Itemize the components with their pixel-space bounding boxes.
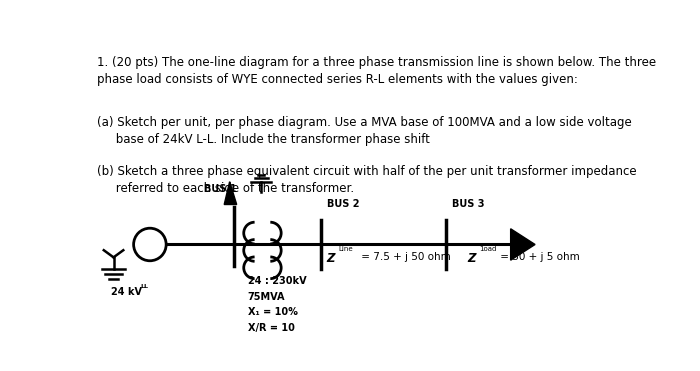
Text: LL: LL bbox=[141, 285, 148, 289]
Text: 1. (20 pts) The one-line diagram for a three phase transmission line is shown be: 1. (20 pts) The one-line diagram for a t… bbox=[97, 56, 657, 86]
Text: (a) Sketch per unit, per phase diagram. Use a MVA base of 100MVA and a low side : (a) Sketch per unit, per phase diagram. … bbox=[97, 116, 632, 146]
Text: 1oad: 1oad bbox=[480, 246, 496, 253]
Text: 24 : 230kV: 24 : 230kV bbox=[248, 276, 306, 286]
Text: = 7.5 + j 50 ohm: = 7.5 + j 50 ohm bbox=[358, 252, 450, 262]
Text: BUS 3: BUS 3 bbox=[452, 199, 484, 209]
Text: = 50 + j 5 ohm: = 50 + j 5 ohm bbox=[497, 252, 580, 262]
Text: (b) Sketch a three phase equivalent circuit with half of the per unit transforme: (b) Sketch a three phase equivalent circ… bbox=[97, 164, 637, 194]
Text: X/R = 10: X/R = 10 bbox=[248, 323, 295, 333]
Polygon shape bbox=[224, 182, 237, 204]
Text: BUS 1: BUS 1 bbox=[204, 184, 237, 194]
Text: 75MVA: 75MVA bbox=[248, 292, 285, 302]
Text: 24 kV: 24 kV bbox=[111, 287, 142, 297]
Text: BUS 2: BUS 2 bbox=[328, 199, 360, 209]
Text: Z: Z bbox=[468, 252, 476, 265]
Text: Z: Z bbox=[326, 252, 335, 265]
Polygon shape bbox=[511, 229, 535, 260]
Text: X₁ = 10%: X₁ = 10% bbox=[248, 307, 298, 317]
Text: Line: Line bbox=[338, 246, 353, 253]
